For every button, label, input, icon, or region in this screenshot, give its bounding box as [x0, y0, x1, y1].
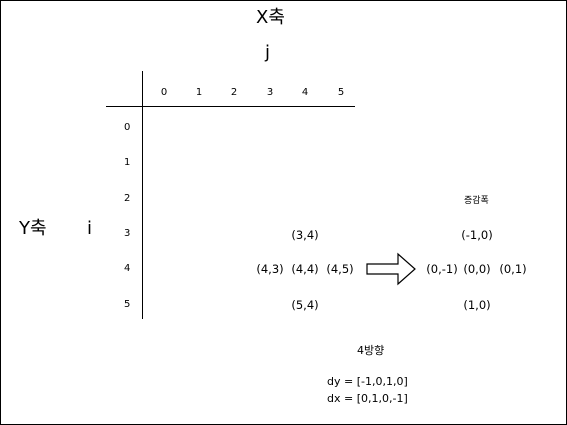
delta-down: (1,0)	[463, 298, 491, 312]
x-axis-title: X축	[256, 7, 285, 28]
cell-left: (4,3)	[256, 262, 284, 276]
y-axis-title: Y축	[19, 218, 47, 239]
delta-center: (0,0)	[463, 262, 491, 276]
column-header-line	[106, 106, 355, 107]
row-tick-1: 1	[124, 157, 131, 168]
col-tick-4: 4	[301, 87, 309, 98]
col-tick-5: 5	[337, 87, 345, 98]
dx-array: dx = [0,1,0,-1]	[327, 392, 408, 405]
row-tick-2: 2	[124, 193, 131, 204]
delta-right: (0,1)	[499, 262, 527, 276]
dy-array: dy = [-1,0,1,0]	[327, 375, 408, 388]
cell-center: (4,4)	[291, 262, 319, 276]
col-tick-1: 1	[195, 87, 203, 98]
y-axis-variable: i	[87, 218, 93, 239]
row-tick-4: 4	[124, 263, 131, 274]
col-tick-0: 0	[160, 87, 168, 98]
row-tick-3: 3	[124, 228, 131, 239]
row-header-line	[142, 71, 143, 319]
cell-up: (3,4)	[291, 228, 319, 242]
cell-right: (4,5)	[326, 262, 354, 276]
delta-title: 증감폭	[464, 196, 489, 206]
delta-left: (0,-1)	[426, 262, 458, 276]
row-tick-5: 5	[124, 299, 131, 310]
delta-up: (-1,0)	[461, 228, 493, 242]
col-tick-2: 2	[230, 87, 238, 98]
x-axis-variable: j	[265, 42, 271, 63]
row-tick-0: 0	[124, 122, 131, 133]
cell-down: (5,4)	[291, 298, 319, 312]
col-tick-3: 3	[266, 87, 274, 98]
direction-title: 4방향	[357, 344, 385, 357]
